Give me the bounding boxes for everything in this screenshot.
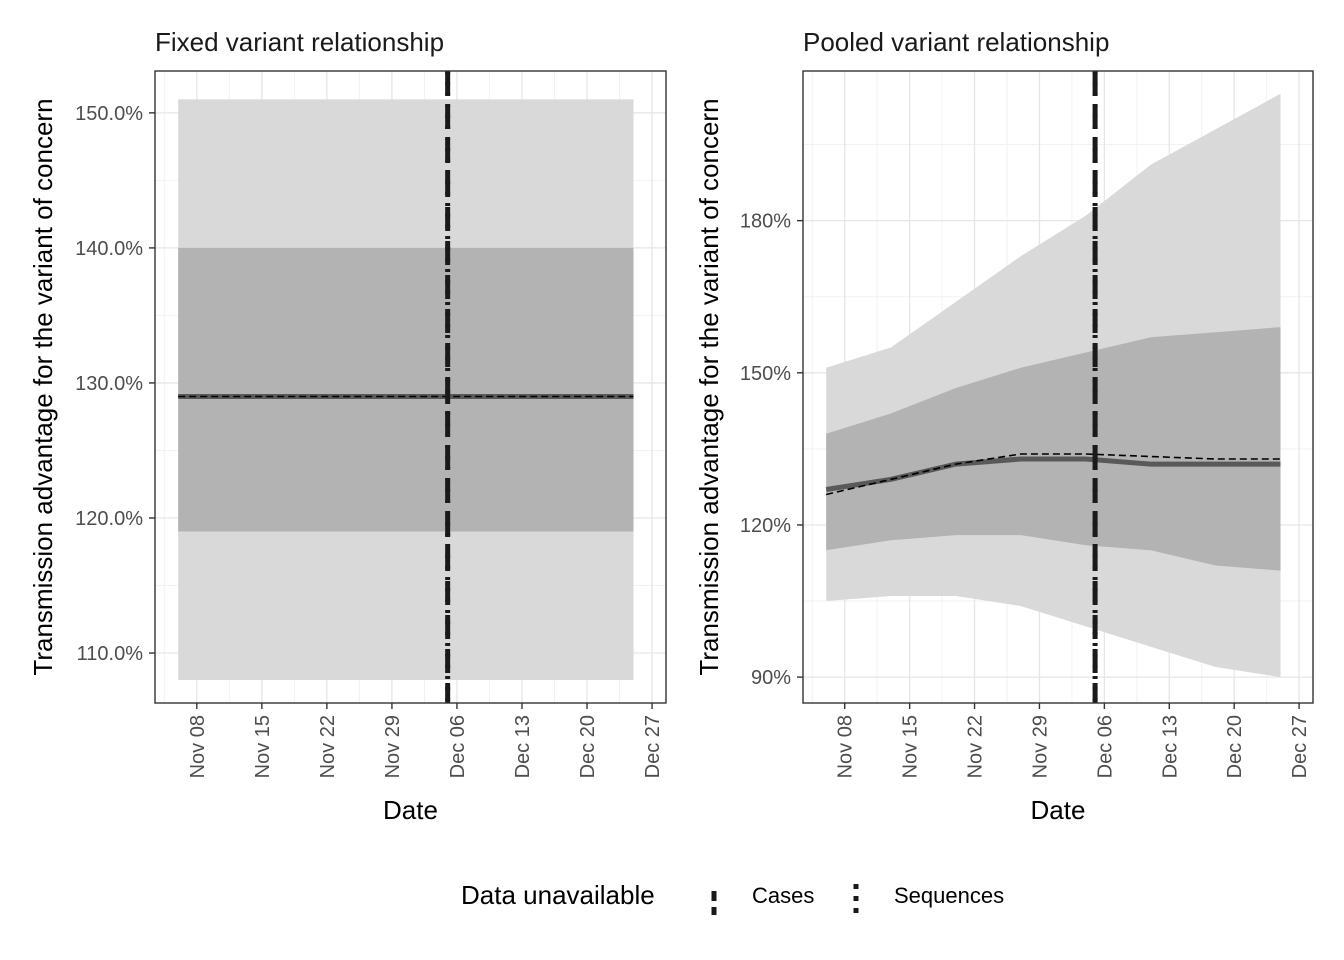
y-axis-title: Transmission advantage for the variant o… (28, 98, 58, 675)
y-tick-label: 120% (740, 515, 791, 537)
x-tick-label: Dec 06 (447, 715, 469, 778)
y-tick-label: 180% (740, 211, 791, 233)
x-tick-label: Dec 27 (1289, 715, 1311, 778)
legend: Data unavailable Cases Sequences (461, 880, 1004, 915)
x-tick-label: Nov 29 (1029, 715, 1051, 778)
ribbon-50-ci (826, 327, 1281, 571)
y-tick-label: 90% (751, 667, 791, 689)
panel-title: Fixed variant relationship (155, 27, 444, 57)
median-lines (178, 71, 634, 703)
ribbon-50-ci (178, 247, 634, 532)
panel-title: Pooled variant relationship (803, 27, 1109, 57)
plot-border (802, 70, 1314, 704)
x-tick-label: Nov 15 (252, 715, 274, 778)
x-tick-label: Nov 08 (835, 715, 857, 778)
x-tick-label: Dec 13 (512, 715, 534, 778)
y-tick-label: 140.0% (75, 238, 143, 260)
x-axis: Nov 08 Nov 15 Nov 22 Nov 29 Dec 06 Dec 13 Dec … (187, 703, 664, 778)
legend-label-cases: Cases (752, 883, 814, 908)
y-tick-label: 150.0% (75, 103, 143, 125)
y-axis: 110.0% 120.0% 130.0% 140.0% 150.0% (75, 103, 155, 665)
x-tick-label: Nov 15 (900, 715, 922, 778)
x-tick-label: Dec 27 (642, 715, 664, 778)
panel-pooled-variant: Pooled variant relationship 90% 120% 150% 1… (694, 27, 1314, 825)
y-axis-title: Transmission advantage for the variant o… (694, 98, 724, 675)
x-tick-label: Nov 29 (382, 715, 404, 778)
x-tick-label: Dec 20 (577, 715, 599, 778)
x-tick-label: Dec 20 (1224, 715, 1246, 778)
plot-border (154, 70, 667, 704)
x-axis-title: Date (383, 795, 438, 825)
y-tick-label: 130.0% (75, 373, 143, 395)
credible-interval-ribbons (826, 93, 1281, 678)
reference-dashed-line (826, 453, 1281, 496)
x-axis: Nov 08 Nov 15 Nov 22 Nov 29 Dec 06 Dec 13 Dec … (835, 703, 1311, 778)
legend-label-sequences: Sequences (894, 883, 1004, 908)
x-tick-label: Nov 22 (317, 715, 339, 778)
x-tick-label: Nov 22 (965, 715, 987, 778)
credible-interval-ribbons (178, 99, 634, 680)
y-axis: 90% 120% 150% 180% (740, 211, 803, 689)
x-tick-label: Dec 13 (1159, 715, 1181, 778)
x-axis-title: Date (1031, 795, 1086, 825)
y-tick-label: 120.0% (75, 508, 143, 530)
median-lines (825, 71, 1281, 703)
panel-fixed-variant: Fixed variant relationship 110.0%120.0%1… (28, 27, 667, 825)
x-tick-label: Dec 06 (1094, 715, 1116, 778)
y-tick-label: 150% (740, 363, 791, 385)
legend-title: Data unavailable (461, 880, 655, 910)
x-tick-label: Nov 08 (187, 715, 209, 778)
y-tick-label: 110.0% (77, 643, 144, 665)
